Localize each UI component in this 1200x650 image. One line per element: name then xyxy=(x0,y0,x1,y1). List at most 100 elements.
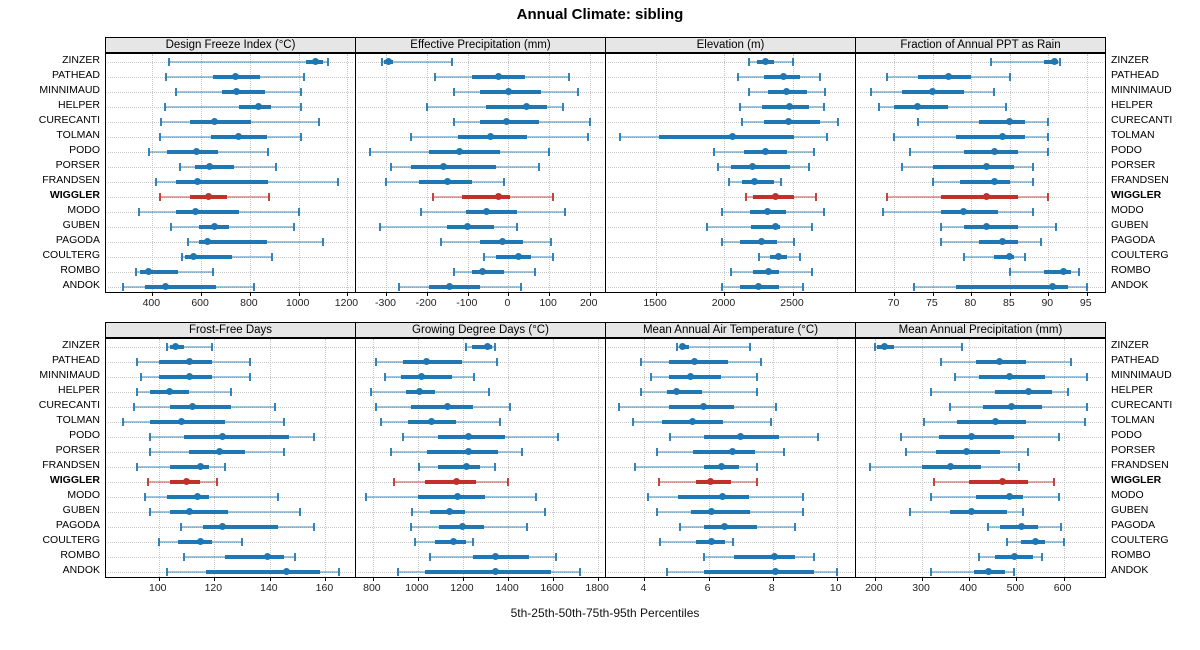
axis-tick-label: 1200 xyxy=(334,297,359,309)
gridline-horizontal xyxy=(858,541,1103,543)
median-dot xyxy=(689,418,697,425)
whisker-cap-5th xyxy=(962,252,965,261)
axis-tick-label: 70 xyxy=(887,297,900,309)
site-label-left-zinzer: ZINZER xyxy=(62,54,100,66)
whisker-cap-95th xyxy=(1047,132,1050,141)
gridline-horizontal xyxy=(358,481,603,483)
gridline-horizontal xyxy=(608,556,853,558)
gridline-horizontal xyxy=(858,106,1103,108)
axis-tick xyxy=(325,577,327,581)
whisker-cap-5th xyxy=(930,567,933,576)
whisker-cap-5th xyxy=(885,72,888,81)
median-dot xyxy=(690,358,698,365)
whisker-cap-5th xyxy=(712,147,715,156)
gridline-vertical xyxy=(325,339,327,577)
site-label-left-guben: GUBEN xyxy=(62,219,100,231)
whisker-cap-95th xyxy=(1057,492,1060,501)
axis-tick xyxy=(508,292,510,296)
site-label-right-zinzer: ZINZER xyxy=(1111,339,1149,351)
axis-tick xyxy=(201,292,203,296)
whisker-cap-5th xyxy=(893,132,896,141)
panel-design-freeze-index-c xyxy=(105,53,356,296)
axis-tick-label: 800 xyxy=(363,582,381,594)
whisker-cap-95th xyxy=(472,537,475,546)
gridline-vertical xyxy=(589,54,591,292)
whisker-cap-95th xyxy=(562,102,565,111)
axis-tick-label: -300 xyxy=(374,297,396,309)
axis-tick xyxy=(932,292,934,296)
gridline-horizontal xyxy=(108,346,353,348)
iqr-25-75 xyxy=(206,569,320,574)
axis-tick xyxy=(462,577,464,581)
iqr-25-75 xyxy=(957,419,1026,424)
median-dot xyxy=(1017,523,1025,530)
gridline-horizontal xyxy=(858,556,1103,558)
whisker-cap-95th xyxy=(336,177,339,186)
median-dot xyxy=(784,118,792,125)
axis-tick-label: -100 xyxy=(456,297,478,309)
iqr-25-75 xyxy=(496,254,531,259)
gridline-horizontal xyxy=(108,271,353,273)
median-dot xyxy=(914,103,922,110)
iqr-25-75 xyxy=(461,194,511,199)
range-5-95 xyxy=(676,345,751,348)
whisker-cap-5th xyxy=(411,507,414,516)
median-dot xyxy=(206,163,214,170)
site-label-right-porser: PORSER xyxy=(1111,159,1156,171)
iqr-25-75 xyxy=(979,119,1026,124)
median-dot xyxy=(312,58,320,65)
axis-tick-label: 0 xyxy=(504,297,511,309)
iqr-25-75 xyxy=(169,404,231,409)
gridline-horizontal xyxy=(358,511,603,513)
median-dot xyxy=(782,88,790,95)
whisker-cap-95th xyxy=(473,372,476,381)
gridline-horizontal xyxy=(358,286,603,288)
iqr-25-75 xyxy=(175,179,269,184)
whisker-cap-95th xyxy=(249,357,252,366)
median-dot xyxy=(983,223,991,230)
whisker-cap-95th xyxy=(576,87,579,96)
site-label-right-guben: GUBEN xyxy=(1111,219,1149,231)
gridline-horizontal xyxy=(608,181,853,183)
median-dot xyxy=(757,238,765,245)
median-dot xyxy=(231,73,239,80)
gridline-vertical xyxy=(874,339,876,577)
gridline-horizontal xyxy=(108,541,353,543)
gridline-horizontal xyxy=(608,196,853,198)
iqr-25-75 xyxy=(692,449,756,454)
whisker-cap-95th xyxy=(588,117,591,126)
whisker-cap-95th xyxy=(749,342,752,351)
iqr-25-75 xyxy=(703,569,815,574)
axis-tick-label: 90 xyxy=(1041,297,1054,309)
range-5-95 xyxy=(164,105,302,108)
whisker-cap-5th xyxy=(908,147,911,156)
whisker-cap-5th xyxy=(420,207,423,216)
median-dot xyxy=(983,163,991,170)
whisker-cap-5th xyxy=(646,492,649,501)
whisker-cap-5th xyxy=(878,102,881,111)
axis-tick-label: 1500 xyxy=(643,297,667,309)
whisker-cap-95th xyxy=(326,57,329,66)
axis-tick-label: 85 xyxy=(1003,297,1015,309)
gridline-horizontal xyxy=(608,286,853,288)
whisker-cap-5th xyxy=(452,267,455,276)
whisker-cap-95th xyxy=(293,552,296,561)
whisker-cap-95th xyxy=(782,447,785,456)
site-label-left-podo: PODO xyxy=(69,144,100,156)
median-dot xyxy=(452,478,460,485)
axis-tick xyxy=(971,292,973,296)
median-dot xyxy=(504,88,512,95)
whisker-cap-5th xyxy=(180,522,182,531)
iqr-25-75 xyxy=(703,524,757,529)
iqr-25-75 xyxy=(158,374,212,379)
site-label-left-andok: ANDOK xyxy=(62,279,100,291)
whisker-cap-5th xyxy=(678,522,681,531)
site-label-right-curecanti: CURECANTI xyxy=(1111,399,1173,411)
iqr-25-75 xyxy=(429,149,501,154)
iqr-25-75 xyxy=(203,524,279,529)
axis-tick-label: 1800 xyxy=(585,582,609,594)
whisker-cap-5th xyxy=(916,117,919,126)
gridline-horizontal xyxy=(358,61,603,63)
whisker-cap-95th xyxy=(493,342,496,351)
median-dot xyxy=(998,478,1006,485)
